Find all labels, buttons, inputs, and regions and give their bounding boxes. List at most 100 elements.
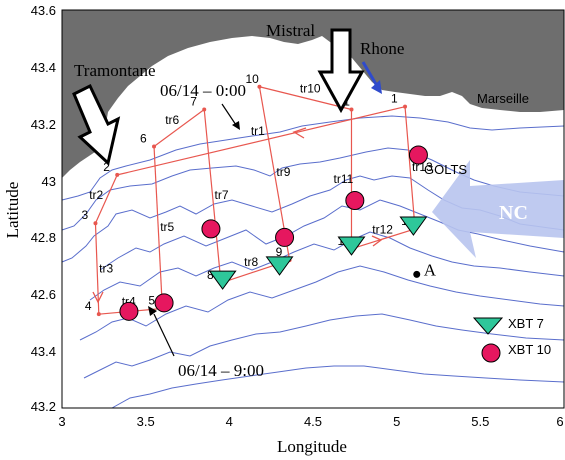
x-axis: 3 3.5 4 4.5 5 5.5 6 Longitude bbox=[58, 414, 563, 456]
transect-line bbox=[153, 109, 205, 147]
station-marker bbox=[152, 144, 157, 149]
y-axis-title: Latitude bbox=[3, 182, 22, 239]
y-tick-label: 43 bbox=[42, 174, 56, 189]
legend-xbt7-label: XBT 7 bbox=[508, 316, 544, 331]
legend-xbt10-symbol bbox=[481, 343, 501, 363]
point-a-marker bbox=[413, 270, 421, 278]
xbt7-marker bbox=[265, 256, 294, 276]
station-label: 3 bbox=[81, 208, 88, 222]
station-label: 8 bbox=[207, 268, 214, 282]
time-annotation-end: 06/14 – 9:00 bbox=[148, 306, 264, 380]
direction-arrow-tr1 bbox=[292, 127, 307, 139]
xbt10-marker bbox=[119, 301, 139, 321]
direction-arrow-tr3 bbox=[92, 291, 104, 304]
isobath-shallow bbox=[61, 115, 565, 201]
route-direction-arrows bbox=[92, 127, 383, 304]
station-label: 10 bbox=[245, 72, 259, 86]
x-tick-label: 6 bbox=[556, 414, 563, 429]
transect-label: tr6 bbox=[165, 113, 179, 127]
time-start-label: 06/14 – 0:00 bbox=[160, 81, 246, 100]
xbt10-layer bbox=[119, 145, 428, 321]
station-label: 2 bbox=[103, 160, 110, 174]
station-marker bbox=[403, 104, 408, 109]
station-label: 1 bbox=[391, 92, 398, 106]
y-tick-label: 43.4 bbox=[31, 60, 56, 75]
nc-label: NC bbox=[499, 202, 528, 224]
station-label: 7 bbox=[190, 95, 197, 109]
x-tick-label: 3.5 bbox=[137, 414, 155, 429]
marseille-label: Marseille bbox=[477, 91, 529, 106]
x-tick-label: 5 bbox=[393, 414, 400, 429]
legend: XBT 7 XBT 10 bbox=[472, 316, 551, 363]
xbt10-marker bbox=[154, 293, 174, 313]
transect-line bbox=[94, 223, 100, 315]
station-marker bbox=[202, 107, 207, 112]
transect-line bbox=[153, 146, 163, 309]
transect-label: tr12 bbox=[372, 222, 393, 236]
golts-label: GOLTS bbox=[424, 162, 467, 177]
isobath-deep-1 bbox=[79, 265, 565, 341]
transect-label: tr3 bbox=[99, 261, 113, 275]
xbt10-marker bbox=[201, 219, 221, 239]
transect-label: tr2 bbox=[89, 188, 103, 202]
xbt10-marker bbox=[408, 145, 428, 165]
isobath-canyon-2 bbox=[89, 231, 565, 301]
x-tick-label: 4.5 bbox=[304, 414, 322, 429]
transect-label: tr1 bbox=[251, 124, 265, 138]
y-tick-label: 43.6 bbox=[31, 3, 56, 18]
time-annotation-start: 06/14 – 0:00 bbox=[160, 81, 246, 130]
transect-line bbox=[117, 106, 406, 176]
nc-current-arrow: NC bbox=[432, 160, 564, 258]
xbt10-marker bbox=[275, 227, 295, 247]
mistral-arrow bbox=[317, 28, 365, 114]
rhone-label: Rhone bbox=[360, 39, 404, 58]
transect-line bbox=[94, 174, 118, 224]
x-tick-label: 4 bbox=[226, 414, 233, 429]
y-tick-label: 42.8 bbox=[31, 230, 56, 245]
transect-label: tr9 bbox=[276, 165, 290, 179]
tramontane-arrow bbox=[72, 83, 121, 166]
point-a-label: A bbox=[424, 260, 437, 279]
transect-label: tr8 bbox=[244, 255, 258, 269]
y-tick-label: 43.2 bbox=[31, 117, 56, 132]
station-marker bbox=[93, 221, 98, 226]
transect-line bbox=[404, 106, 416, 229]
transect-line bbox=[351, 228, 416, 250]
xbt7-marker bbox=[337, 236, 366, 256]
y-tick-label: 43.4 bbox=[31, 344, 56, 359]
station-label: 9 bbox=[276, 245, 283, 259]
station-label: 5 bbox=[148, 294, 155, 308]
transect-label: tr10 bbox=[300, 81, 321, 95]
transect-line bbox=[259, 86, 352, 111]
tramontane-label: Tramontane bbox=[74, 61, 156, 80]
legend-xbt7-symbol bbox=[472, 317, 504, 335]
xbt7-marker bbox=[399, 216, 428, 236]
isobath-abyssal bbox=[111, 365, 565, 409]
isobath-deep-2 bbox=[83, 313, 565, 379]
xbt7-marker bbox=[208, 270, 237, 290]
x-tick-label: 5.5 bbox=[471, 414, 489, 429]
station-label: 6 bbox=[140, 131, 147, 145]
station-marker bbox=[115, 172, 120, 177]
station-marker bbox=[96, 312, 101, 317]
transect-label: tr11 bbox=[333, 172, 353, 186]
direction-arrow-tr12 bbox=[371, 235, 383, 247]
xbt7-layer bbox=[208, 216, 428, 290]
station-marker bbox=[349, 107, 354, 112]
axes-frame bbox=[61, 9, 565, 409]
transect-label: tr5 bbox=[160, 220, 174, 234]
y-tick-label: 43.2 bbox=[31, 399, 56, 414]
x-tick-label: 3 bbox=[58, 414, 65, 429]
y-tick-label: 42.6 bbox=[31, 287, 56, 302]
rhone-arrow bbox=[361, 61, 382, 94]
station-marker bbox=[257, 84, 262, 89]
transect-label: tr7 bbox=[215, 188, 229, 202]
x-axis-title: Longitude bbox=[277, 437, 347, 456]
isobath-mid bbox=[61, 147, 565, 231]
xbt10-marker bbox=[345, 190, 365, 210]
time-end-label: 06/14 – 9:00 bbox=[178, 361, 264, 380]
mistral-label: Mistral bbox=[266, 21, 315, 40]
legend-xbt10-label: XBT 10 bbox=[508, 342, 551, 357]
y-axis: 43.6 43.4 43.2 43 42.8 42.6 43.4 43.2 La… bbox=[3, 3, 56, 414]
